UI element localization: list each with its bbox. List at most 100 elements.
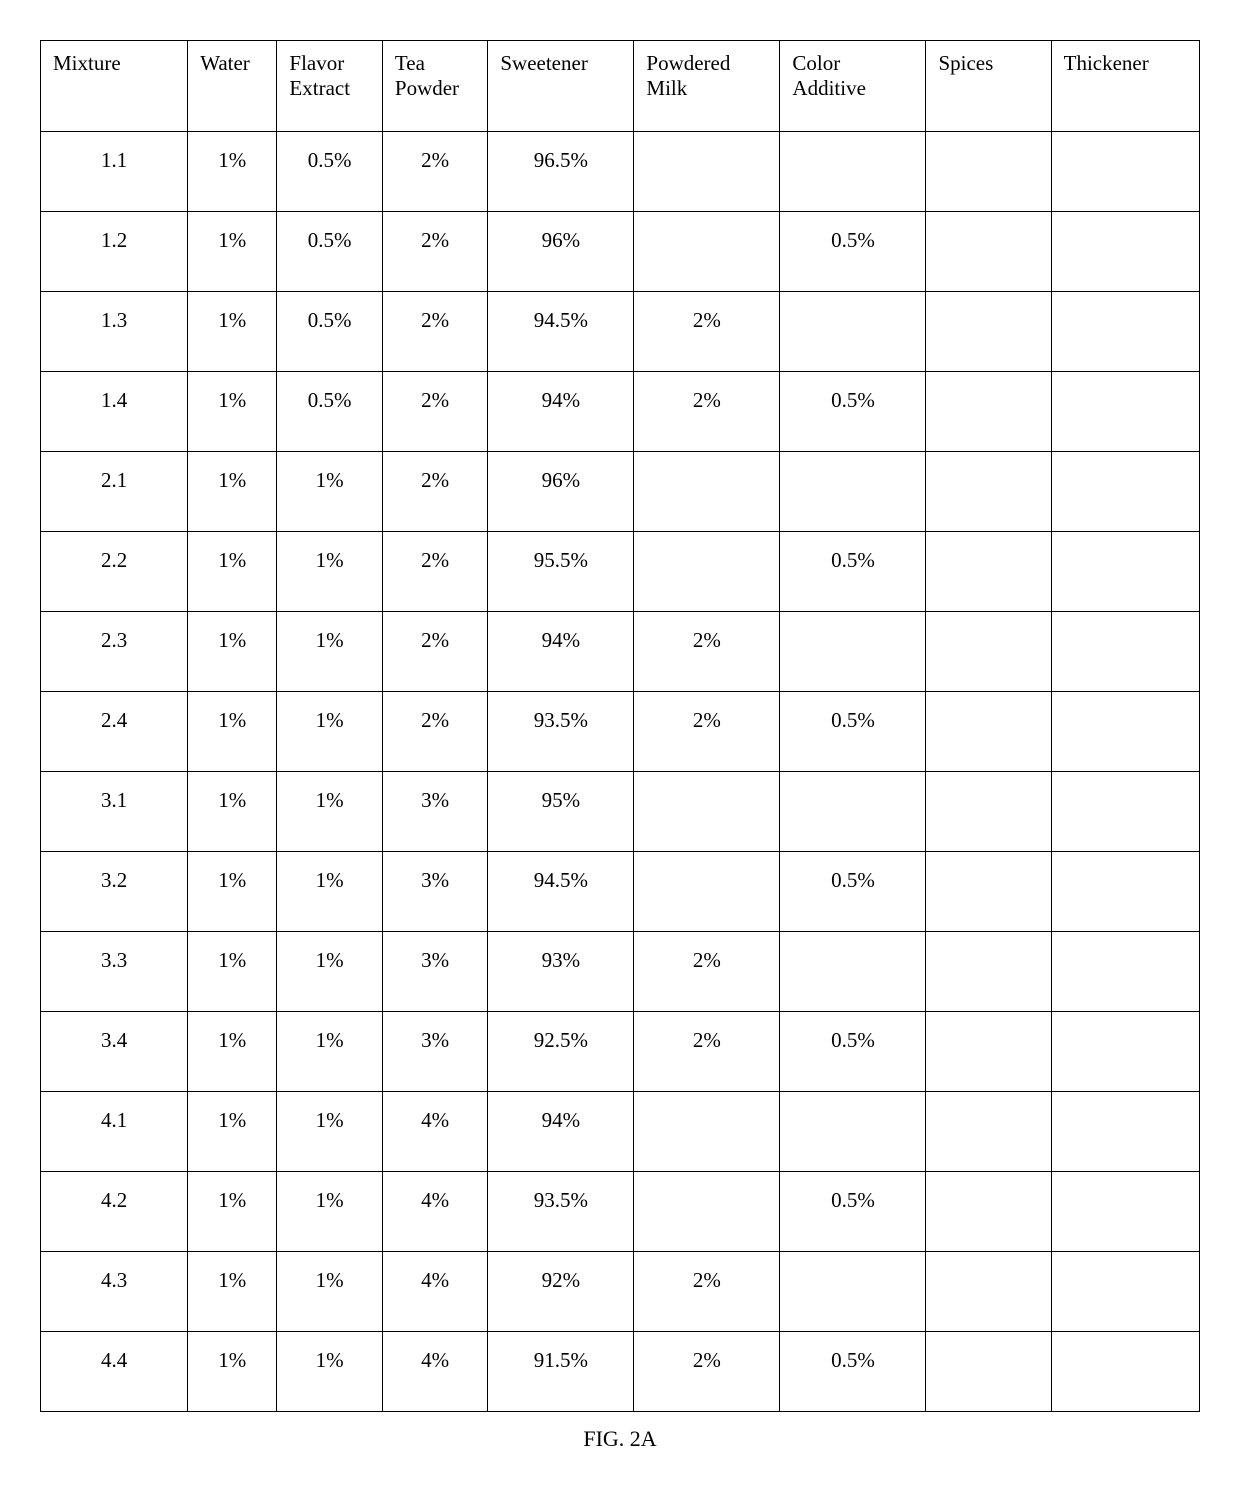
cell-sweetener: 94% (488, 612, 634, 692)
cell-spices (926, 612, 1051, 692)
cell-milk (634, 772, 780, 852)
cell-sweetener: 91.5% (488, 1332, 634, 1412)
cell-milk: 2% (634, 1252, 780, 1332)
cell-tea: 3% (382, 772, 487, 852)
cell-spices (926, 1012, 1051, 1092)
cell-thickener (1051, 612, 1199, 692)
table-row: 2.11%1%2%96% (41, 452, 1200, 532)
cell-color: 0.5% (780, 1332, 926, 1412)
cell-thickener (1051, 292, 1199, 372)
cell-flavor: 1% (277, 772, 382, 852)
cell-color (780, 1252, 926, 1332)
cell-tea: 2% (382, 692, 487, 772)
cell-color: 0.5% (780, 1012, 926, 1092)
mixture-table: Mixture Water Flavor Extract Tea Powder … (40, 40, 1200, 1412)
cell-tea: 2% (382, 212, 487, 292)
cell-spices (926, 532, 1051, 612)
cell-milk (634, 1172, 780, 1252)
cell-water: 1% (188, 1012, 277, 1092)
col-header-mixture: Mixture (41, 41, 188, 132)
cell-sweetener: 94.5% (488, 852, 634, 932)
cell-tea: 4% (382, 1092, 487, 1172)
cell-water: 1% (188, 372, 277, 452)
cell-mixture: 1.3 (41, 292, 188, 372)
cell-color (780, 932, 926, 1012)
cell-color: 0.5% (780, 532, 926, 612)
cell-spices (926, 1092, 1051, 1172)
cell-flavor: 1% (277, 1012, 382, 1092)
cell-sweetener: 93.5% (488, 692, 634, 772)
cell-water: 1% (188, 292, 277, 372)
cell-mixture: 4.2 (41, 1172, 188, 1252)
table-row: 1.11%0.5%2%96.5% (41, 132, 1200, 212)
cell-thickener (1051, 1012, 1199, 1092)
cell-mixture: 1.2 (41, 212, 188, 292)
table-row: 4.11%1%4%94% (41, 1092, 1200, 1172)
cell-spices (926, 692, 1051, 772)
cell-sweetener: 93.5% (488, 1172, 634, 1252)
table-row: 4.31%1%4%92%2% (41, 1252, 1200, 1332)
cell-milk (634, 1092, 780, 1172)
cell-color (780, 1092, 926, 1172)
col-header-sweetener: Sweetener (488, 41, 634, 132)
cell-water: 1% (188, 852, 277, 932)
table-row: 3.41%1%3%92.5%2%0.5% (41, 1012, 1200, 1092)
cell-spices (926, 772, 1051, 852)
cell-color: 0.5% (780, 372, 926, 452)
cell-milk (634, 532, 780, 612)
cell-spices (926, 132, 1051, 212)
cell-tea: 4% (382, 1172, 487, 1252)
cell-milk: 2% (634, 932, 780, 1012)
cell-flavor: 1% (277, 1252, 382, 1332)
cell-spices (926, 1332, 1051, 1412)
cell-flavor: 0.5% (277, 132, 382, 212)
cell-tea: 3% (382, 852, 487, 932)
col-header-spices: Spices (926, 41, 1051, 132)
cell-thickener (1051, 532, 1199, 612)
cell-spices (926, 292, 1051, 372)
cell-flavor: 1% (277, 452, 382, 532)
cell-color: 0.5% (780, 1172, 926, 1252)
cell-mixture: 3.1 (41, 772, 188, 852)
cell-spices (926, 212, 1051, 292)
cell-tea: 2% (382, 292, 487, 372)
cell-spices (926, 452, 1051, 532)
table-row: 3.31%1%3%93%2% (41, 932, 1200, 1012)
cell-water: 1% (188, 452, 277, 532)
cell-water: 1% (188, 612, 277, 692)
cell-water: 1% (188, 692, 277, 772)
cell-thickener (1051, 1252, 1199, 1332)
cell-thickener (1051, 132, 1199, 212)
col-header-thickener: Thickener (1051, 41, 1199, 132)
cell-color (780, 772, 926, 852)
col-header-water: Water (188, 41, 277, 132)
cell-sweetener: 92.5% (488, 1012, 634, 1092)
cell-water: 1% (188, 1172, 277, 1252)
cell-color (780, 292, 926, 372)
cell-sweetener: 96.5% (488, 132, 634, 212)
cell-milk: 2% (634, 692, 780, 772)
cell-water: 1% (188, 532, 277, 612)
cell-thickener (1051, 452, 1199, 532)
cell-color (780, 132, 926, 212)
cell-sweetener: 95% (488, 772, 634, 852)
cell-milk (634, 212, 780, 292)
cell-mixture: 4.3 (41, 1252, 188, 1332)
cell-color (780, 612, 926, 692)
cell-color (780, 452, 926, 532)
cell-sweetener: 94.5% (488, 292, 634, 372)
cell-flavor: 1% (277, 532, 382, 612)
cell-sweetener: 96% (488, 452, 634, 532)
cell-flavor: 1% (277, 612, 382, 692)
cell-sweetener: 95.5% (488, 532, 634, 612)
cell-tea: 4% (382, 1252, 487, 1332)
col-header-color: Color Additive (780, 41, 926, 132)
cell-mixture: 2.3 (41, 612, 188, 692)
table-row: 1.31%0.5%2%94.5%2% (41, 292, 1200, 372)
cell-tea: 2% (382, 612, 487, 692)
cell-thickener (1051, 932, 1199, 1012)
cell-sweetener: 96% (488, 212, 634, 292)
col-header-milk: Powdered Milk (634, 41, 780, 132)
cell-spices (926, 932, 1051, 1012)
cell-spices (926, 852, 1051, 932)
